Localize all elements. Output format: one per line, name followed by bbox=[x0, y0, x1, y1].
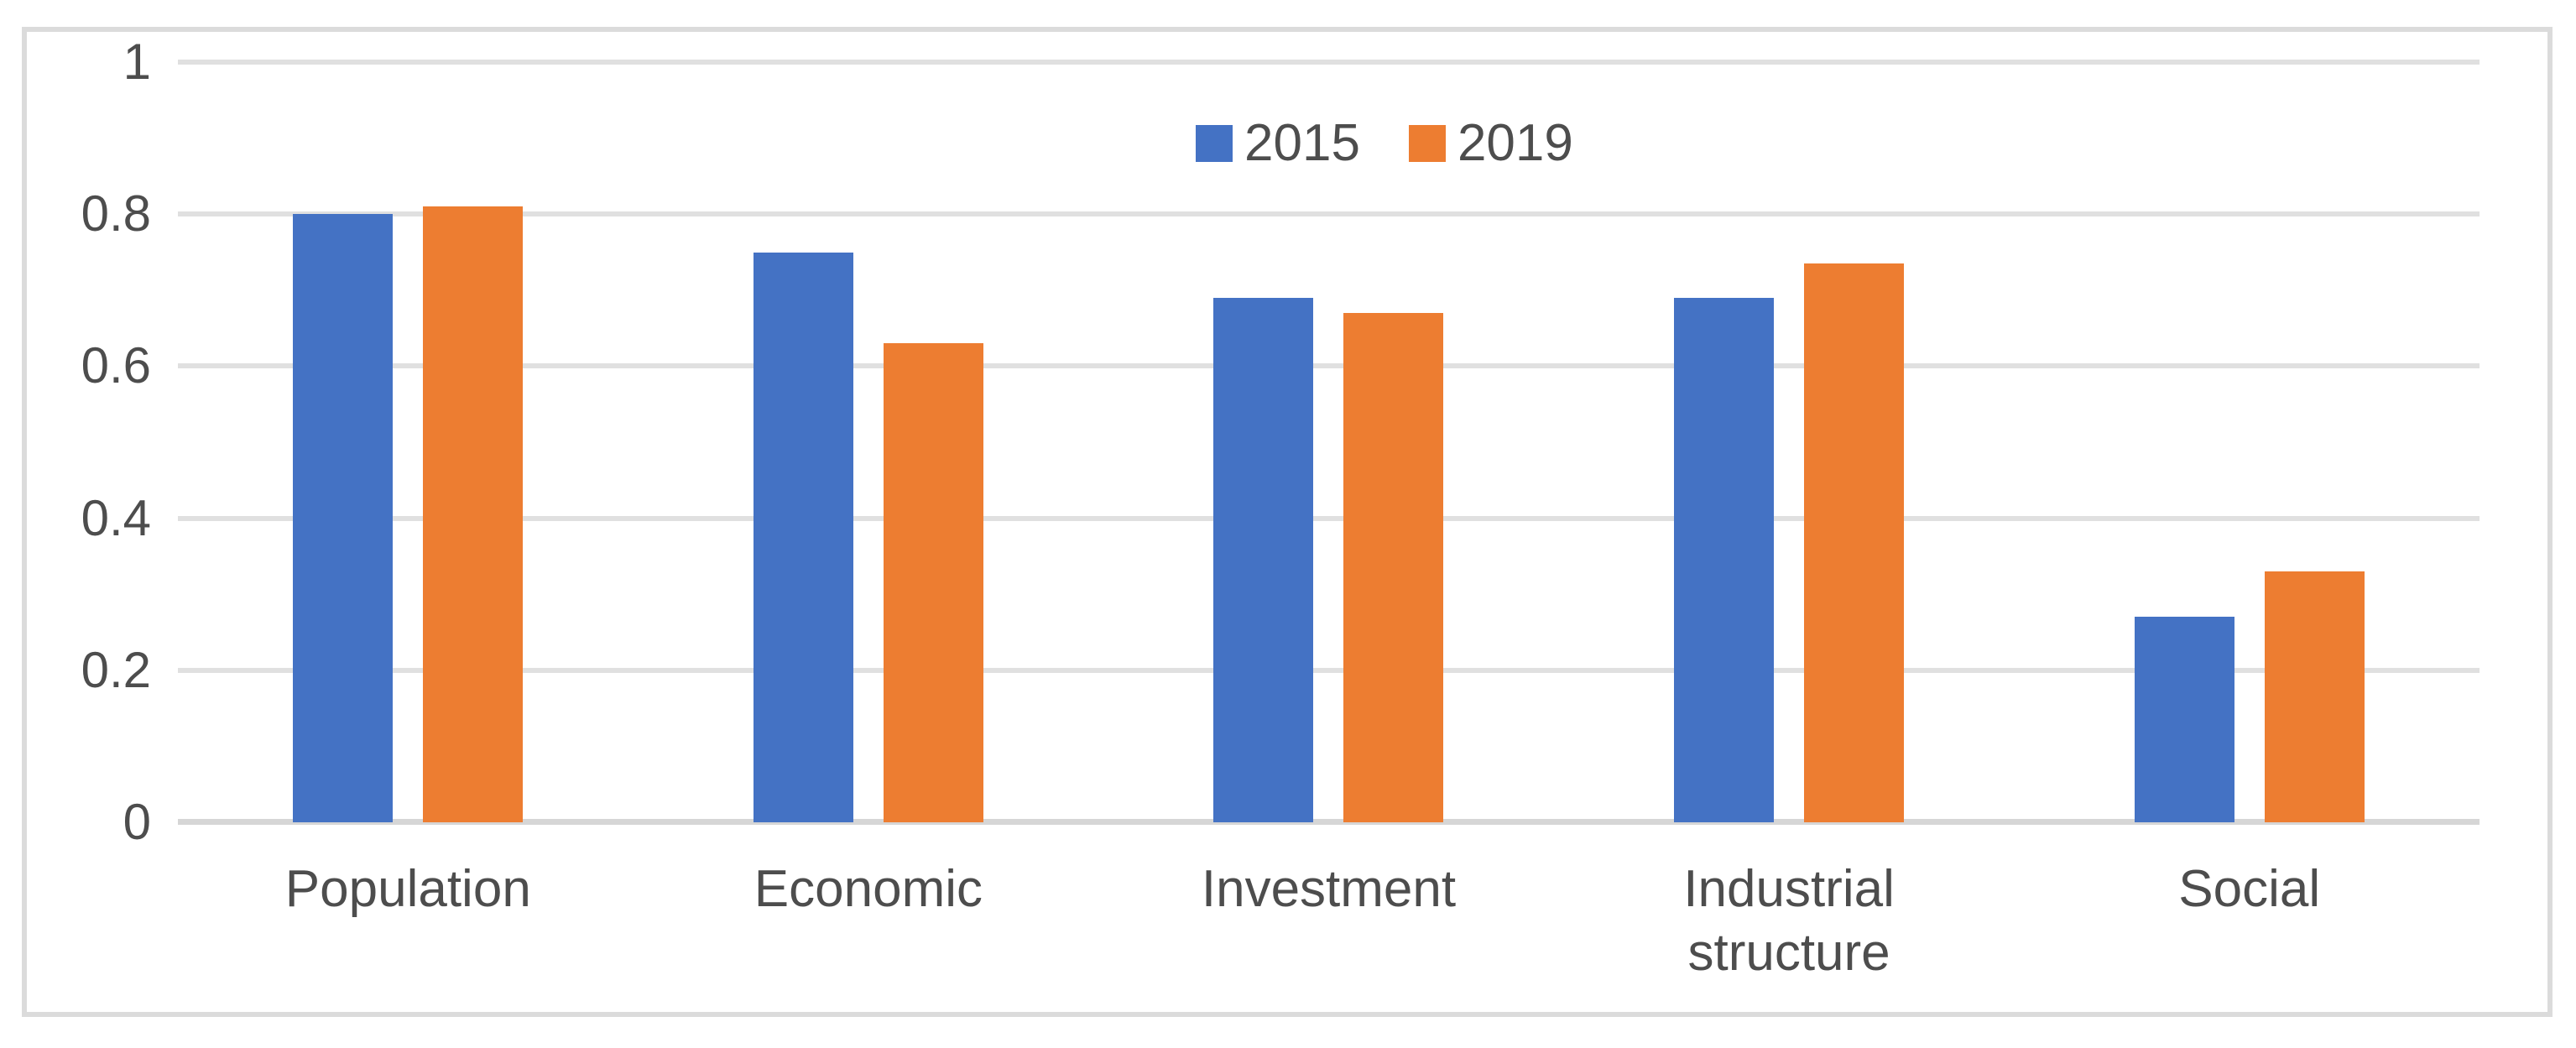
gridline-y-0.8 bbox=[178, 211, 2480, 217]
bar-series-container bbox=[178, 62, 2480, 822]
y-tick-label-0: 0 bbox=[123, 794, 151, 850]
gridline-y-0.6 bbox=[178, 363, 2480, 369]
legend-item-2015: 2015 bbox=[1196, 116, 1360, 171]
bar-group-economic bbox=[639, 62, 1099, 822]
y-tick-label-0.8: 0.8 bbox=[81, 185, 151, 242]
gridline-y-0.2 bbox=[178, 667, 2480, 673]
bar-2015-economic bbox=[753, 252, 853, 822]
bar-group-social bbox=[2019, 62, 2480, 822]
y-tick-label-0.2: 0.2 bbox=[81, 641, 151, 698]
x-axis-label-investment: Investment bbox=[1201, 860, 1457, 918]
bar-2019-population bbox=[423, 206, 524, 822]
gridline-y-1 bbox=[178, 60, 2480, 65]
x-axis-label-industrial-structure: Industrial structure bbox=[1683, 860, 1895, 982]
plot-area bbox=[178, 60, 2480, 825]
bar-group-population bbox=[178, 62, 639, 822]
y-tick-label-0.6: 0.6 bbox=[81, 337, 151, 394]
legend-label-2015: 2015 bbox=[1244, 114, 1360, 172]
bar-2019-industrial-structure bbox=[1804, 263, 1905, 822]
bar-2019-economic bbox=[883, 343, 983, 822]
y-tick-label-0.4: 0.4 bbox=[81, 489, 151, 546]
y-tick-label-1: 1 bbox=[123, 34, 151, 90]
legend-label-2019: 2019 bbox=[1457, 114, 1573, 172]
bar-group-investment bbox=[1098, 62, 1559, 822]
bar-2015-social bbox=[2134, 617, 2234, 822]
bar-2019-investment bbox=[1343, 312, 1444, 822]
x-axis-labels: Population Economic Investment Industrial s… bbox=[178, 858, 2480, 985]
x-axis-label-population: Population bbox=[284, 860, 531, 918]
bar-2015-population bbox=[293, 214, 394, 822]
bar-group-industrial-structure bbox=[1559, 62, 2020, 822]
x-axis-line bbox=[178, 819, 2480, 825]
x-axis-label-social: Social bbox=[2178, 860, 2321, 918]
chart-legend: 2015 2019 bbox=[1196, 116, 1573, 171]
gridline-y-0.4 bbox=[178, 515, 2480, 521]
bar-2019-social bbox=[2264, 571, 2365, 822]
bar-2015-industrial-structure bbox=[1674, 297, 1775, 822]
legend-swatch-icon-2019 bbox=[1408, 125, 1446, 162]
legend-item-2019: 2019 bbox=[1408, 114, 1573, 172]
bar-2015-investment bbox=[1213, 297, 1314, 822]
x-axis-label-economic: Economic bbox=[754, 860, 983, 918]
legend-swatch-icon-2015 bbox=[1196, 125, 1233, 162]
